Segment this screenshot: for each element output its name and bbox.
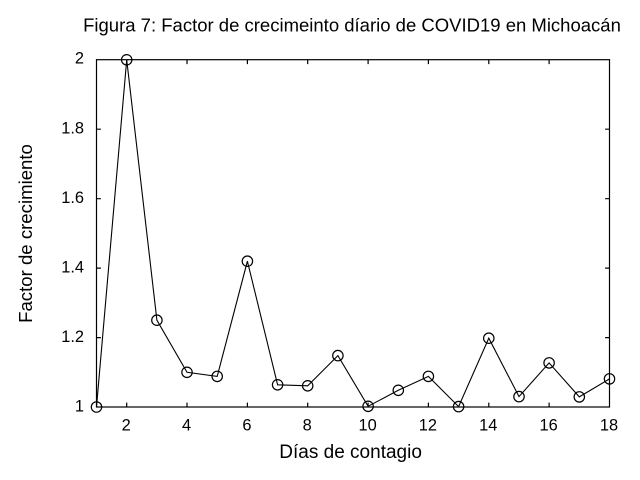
- svg-text:1: 1: [75, 397, 84, 415]
- svg-text:1.2: 1.2: [61, 328, 84, 346]
- svg-text:18: 18: [600, 417, 618, 435]
- svg-text:Días de contagio: Días de contagio: [279, 442, 422, 463]
- svg-text:Factor de crecimiento: Factor de crecimiento: [15, 144, 36, 323]
- svg-text:2: 2: [122, 417, 131, 435]
- svg-text:1.8: 1.8: [61, 119, 84, 137]
- svg-text:16: 16: [539, 417, 557, 435]
- svg-text:10: 10: [358, 417, 376, 435]
- svg-text:2: 2: [75, 49, 84, 67]
- svg-text:1.6: 1.6: [61, 189, 84, 207]
- svg-text:6: 6: [242, 417, 251, 435]
- svg-text:8: 8: [303, 417, 312, 435]
- svg-text:4: 4: [182, 417, 191, 435]
- svg-text:1.4: 1.4: [61, 258, 84, 276]
- svg-text:12: 12: [419, 417, 437, 435]
- svg-text:14: 14: [479, 417, 497, 435]
- svg-text:Figura 7: Factor de crecimeint: Figura 7: Factor de crecimeinto díario d…: [83, 14, 621, 35]
